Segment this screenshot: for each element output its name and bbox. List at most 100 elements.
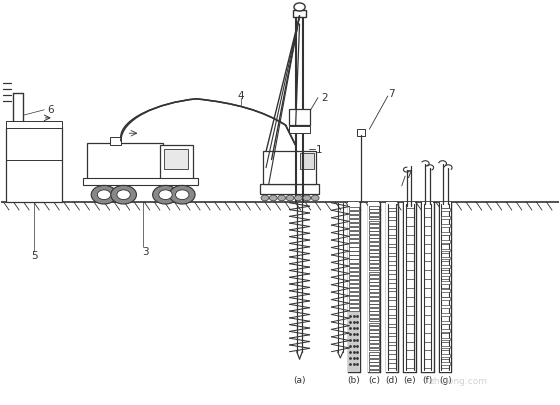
Bar [441,362,450,365]
Circle shape [175,190,189,200]
Bar [369,315,379,318]
Text: (g): (g) [439,375,452,384]
Bar [164,149,188,169]
Bar [369,272,379,275]
Circle shape [97,190,111,200]
Bar [349,256,359,259]
Bar [441,289,450,292]
Text: (a): (a) [293,375,306,384]
Bar [349,300,359,303]
Bar [349,248,359,251]
Bar [349,292,359,295]
Bar [349,260,359,263]
Bar [290,127,310,134]
Bar [441,257,450,260]
Bar [87,144,163,180]
Bar [369,311,379,314]
Bar [369,323,379,326]
Bar [369,326,379,329]
Bar [369,261,379,263]
Bar [369,345,379,347]
Bar [369,359,379,362]
Bar [369,246,379,249]
Bar [369,290,379,292]
Text: (c): (c) [368,375,380,384]
Bar [349,252,359,255]
Bar [349,308,359,311]
Bar [441,273,450,276]
Bar [369,352,379,355]
Text: (e): (e) [403,375,416,384]
Bar [369,330,379,333]
Bar [263,152,316,184]
Bar [369,370,379,373]
Circle shape [111,186,137,205]
Bar [368,202,380,372]
Bar [349,224,359,227]
Bar [349,207,359,211]
Bar [369,214,379,217]
Circle shape [303,196,311,201]
Bar [349,215,359,219]
Bar [440,202,451,372]
Bar [441,241,450,244]
Bar [160,146,193,182]
Bar [369,232,379,234]
Bar [386,202,397,372]
Bar [369,304,379,307]
Bar [348,202,360,313]
Bar [441,225,450,228]
Text: 1: 1 [316,145,323,155]
Bar [349,232,359,235]
Bar [441,313,450,316]
Bar [369,254,379,256]
Bar [404,202,415,372]
Bar [369,362,379,365]
Text: (b): (b) [347,375,360,384]
Bar [349,220,359,223]
Text: 4: 4 [237,91,244,100]
Bar [349,236,359,239]
Bar [349,296,359,299]
Bar [349,284,359,287]
Circle shape [311,196,319,201]
Bar [422,202,433,372]
Bar [369,341,379,343]
Bar [441,217,450,220]
Bar [441,249,450,252]
Bar [441,322,450,324]
Bar [369,217,379,220]
Bar [290,110,310,126]
Bar [369,282,379,285]
Bar [369,337,379,340]
Bar [348,313,360,372]
Bar [357,130,366,136]
Bar [369,279,379,282]
Bar [441,346,450,349]
Text: 3: 3 [143,246,150,256]
Bar [300,154,314,169]
Bar [110,138,121,145]
Bar [369,250,379,253]
Bar [349,264,359,267]
Bar [83,178,198,185]
Bar [369,239,379,242]
Text: 5: 5 [31,250,38,260]
Bar [369,264,379,267]
Bar [349,276,359,279]
Bar [349,244,359,247]
Bar [441,354,450,357]
Bar [369,297,379,300]
Bar [369,207,379,209]
Bar [369,228,379,231]
Bar [369,333,379,336]
Text: 7: 7 [389,89,395,98]
Bar [441,281,450,284]
Bar [349,211,359,215]
Bar [369,275,379,278]
Bar [441,297,450,300]
Bar [441,265,450,268]
Circle shape [278,196,286,201]
Bar [369,355,379,358]
Bar [369,286,379,289]
